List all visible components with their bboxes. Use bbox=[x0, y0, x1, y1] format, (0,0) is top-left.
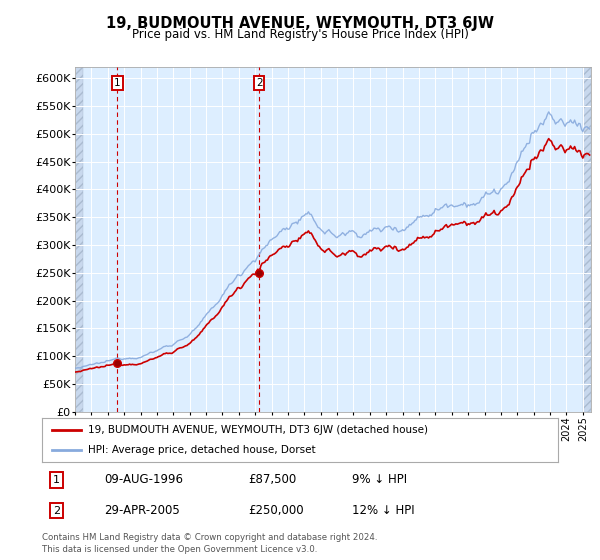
Text: 09-AUG-1996: 09-AUG-1996 bbox=[104, 473, 183, 487]
Text: HPI: Average price, detached house, Dorset: HPI: Average price, detached house, Dors… bbox=[88, 445, 316, 455]
Text: £250,000: £250,000 bbox=[248, 504, 304, 517]
Text: 12% ↓ HPI: 12% ↓ HPI bbox=[352, 504, 414, 517]
Text: 9% ↓ HPI: 9% ↓ HPI bbox=[352, 473, 407, 487]
Text: 2: 2 bbox=[53, 506, 60, 516]
Text: 1: 1 bbox=[53, 475, 60, 485]
Text: Price paid vs. HM Land Registry's House Price Index (HPI): Price paid vs. HM Land Registry's House … bbox=[131, 28, 469, 41]
Text: 1: 1 bbox=[114, 78, 121, 88]
Text: Contains HM Land Registry data © Crown copyright and database right 2024.
This d: Contains HM Land Registry data © Crown c… bbox=[42, 533, 377, 554]
Text: 19, BUDMOUTH AVENUE, WEYMOUTH, DT3 6JW: 19, BUDMOUTH AVENUE, WEYMOUTH, DT3 6JW bbox=[106, 16, 494, 31]
Bar bbox=[75, 50, 83, 412]
Bar bbox=[583, 50, 591, 412]
Text: 19, BUDMOUTH AVENUE, WEYMOUTH, DT3 6JW (detached house): 19, BUDMOUTH AVENUE, WEYMOUTH, DT3 6JW (… bbox=[88, 425, 428, 435]
Text: 29-APR-2005: 29-APR-2005 bbox=[104, 504, 179, 517]
Text: £87,500: £87,500 bbox=[248, 473, 296, 487]
Text: 2: 2 bbox=[256, 78, 263, 88]
